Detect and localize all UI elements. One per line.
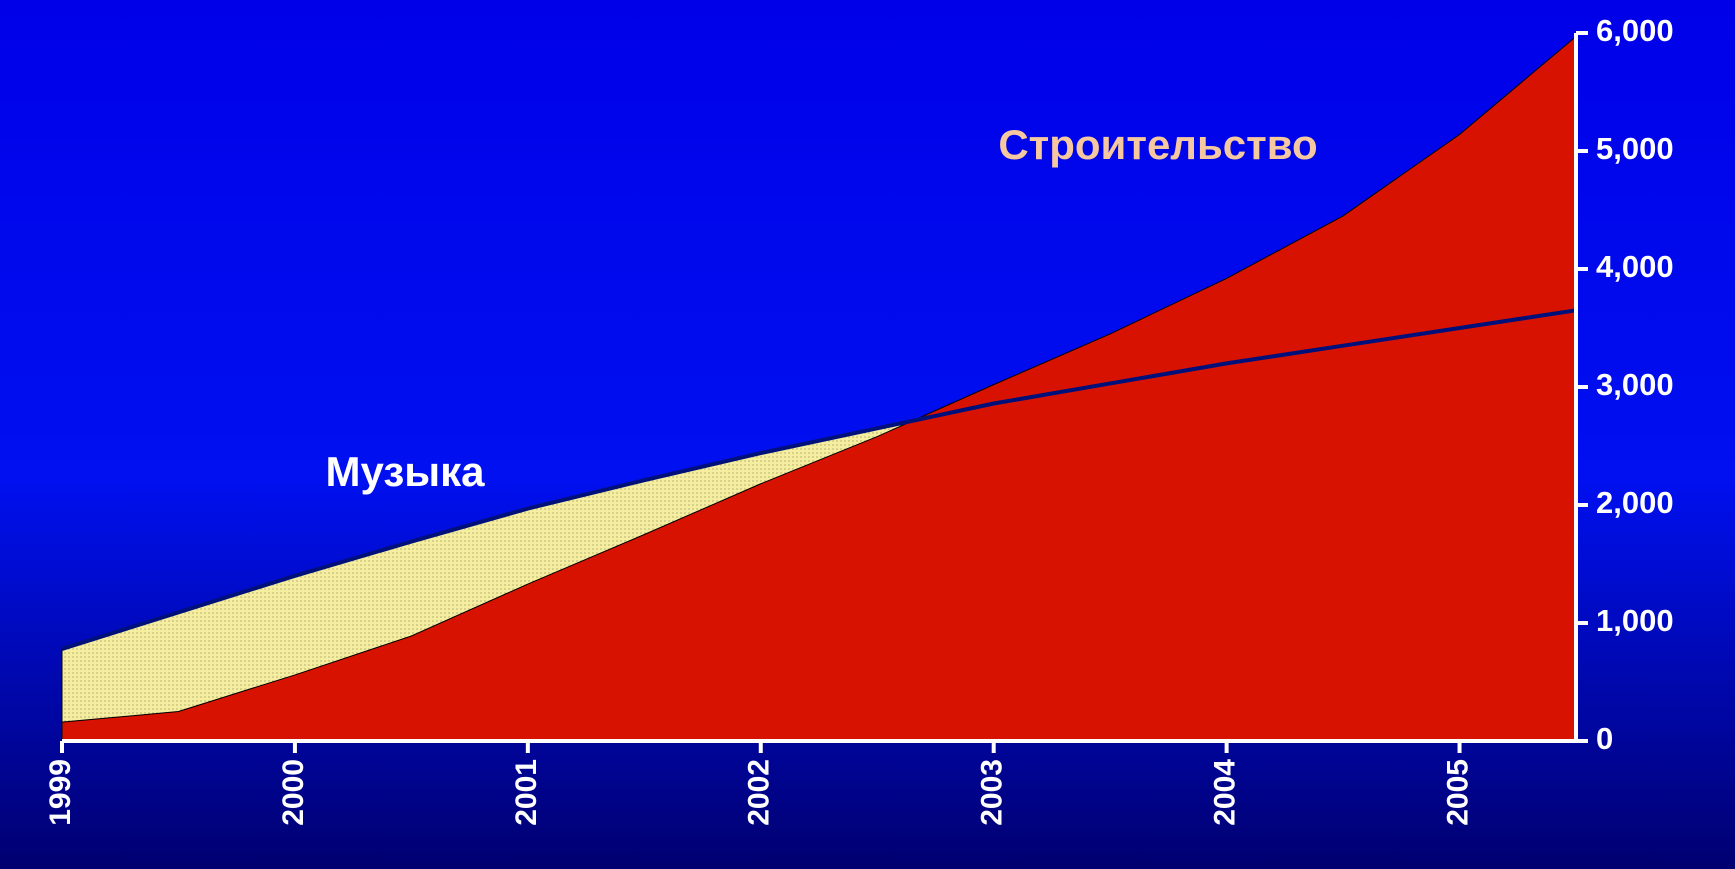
x-tick-label: 2004 [1209, 759, 1242, 826]
y-tick-label: 1,000 [1596, 603, 1674, 638]
x-tick-label: 2001 [510, 759, 543, 826]
area [61, 35, 1577, 742]
line [61, 308, 1577, 651]
y-tick-label: 3,000 [1596, 367, 1674, 402]
series-label: Музыка [326, 448, 486, 495]
y-tick-label: 2,000 [1596, 485, 1674, 520]
y-tick-label: 5,000 [1596, 131, 1674, 166]
x-tick-label: 2000 [277, 759, 310, 826]
y-tick-label: 6,000 [1596, 13, 1674, 48]
y-tick-label: 4,000 [1596, 249, 1674, 284]
x-tick-label: 1999 [44, 759, 77, 826]
series-label: Строительство [998, 121, 1317, 168]
y-tick-label: 0 [1596, 721, 1613, 756]
x-tick-label: 2005 [1441, 759, 1474, 826]
x-tick-label: 2002 [743, 759, 776, 826]
x-tick-label: 2003 [976, 759, 1009, 826]
